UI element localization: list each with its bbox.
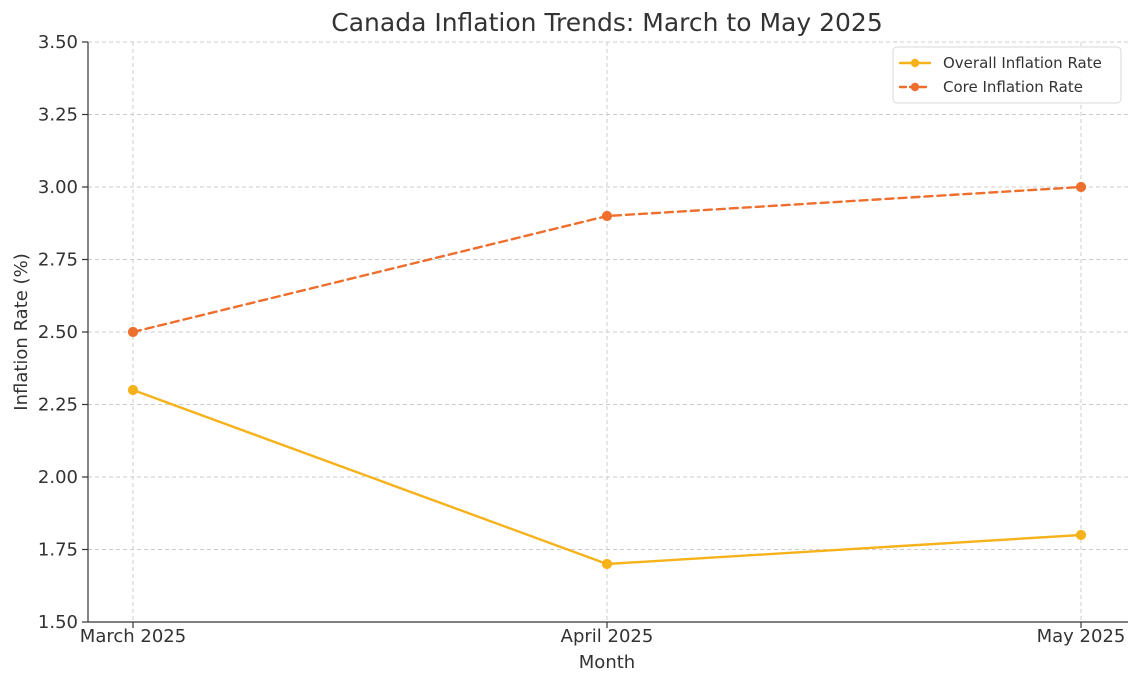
legend-items: Overall Inflation Rate Core Inflation Rat…: [898, 54, 1102, 96]
y-axis-label: Inflation Rate (%): [11, 253, 32, 410]
chart-title: Canada Inflation Trends: March to May 20…: [331, 8, 882, 37]
legend-label-1: Core Inflation Rate: [943, 78, 1083, 96]
x-axis-ticks: March 2025 April 2025 May 2025: [80, 622, 1126, 647]
y-tick-label: 1.75: [38, 540, 78, 561]
legend-marker-0: [910, 58, 920, 68]
x-tick-label: March 2025: [80, 626, 186, 647]
y-axis-ticks: 1.50 1.75 2.00 2.25 2.50 2.75 3.00 3.25 3.50: [38, 32, 88, 633]
y-tick-label: 1.50: [38, 612, 78, 633]
x-tick-label: April 2025: [561, 626, 654, 647]
legend-marker-1: [910, 82, 920, 92]
y-tick-label: 2.25: [38, 395, 78, 416]
y-tick-label: 3.50: [38, 32, 78, 53]
series-0-point-2: [1075, 529, 1087, 541]
series-1-point-1: [601, 210, 613, 222]
y-tick-label: 2.50: [38, 322, 78, 343]
x-axis-label: Month: [579, 652, 635, 673]
legend-box: [892, 46, 1122, 104]
series-0-point-1: [601, 558, 613, 570]
legend-label-0: Overall Inflation Rate: [943, 54, 1102, 72]
series-1-point-2: [1075, 181, 1087, 193]
x-tick-label: May 2025: [1037, 626, 1126, 647]
legend: Overall Inflation Rate Core Inflation Rat…: [892, 46, 1122, 104]
series-layer: [127, 181, 1087, 570]
y-tick-label: 2.00: [38, 467, 78, 488]
y-tick-label: 3.25: [38, 105, 78, 126]
series-0-point-0: [127, 384, 139, 396]
series-1-point-0: [127, 326, 139, 338]
y-tick-label: 2.75: [38, 250, 78, 271]
y-tick-label: 3.00: [38, 177, 78, 198]
